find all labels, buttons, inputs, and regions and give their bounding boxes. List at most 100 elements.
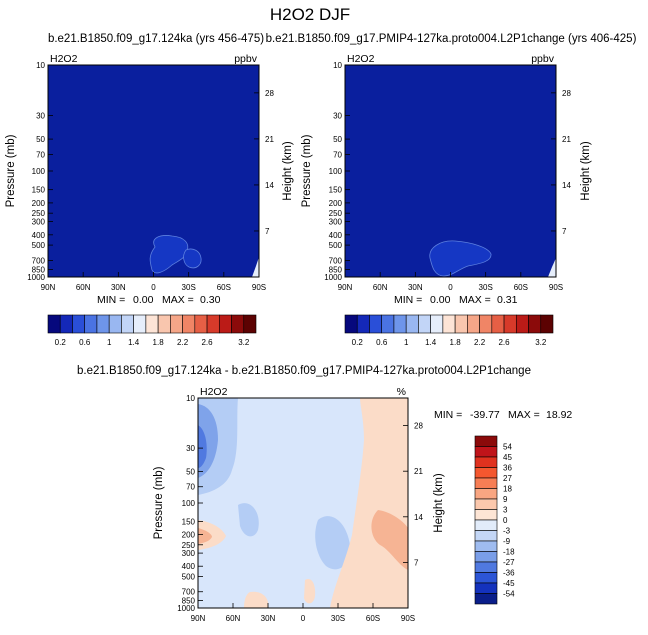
- colorbar-swatch: [474, 530, 498, 542]
- y-tick-label: 50: [36, 135, 45, 144]
- y-tick-label: 250: [182, 541, 196, 550]
- colorbar-label: 0.2: [55, 338, 67, 347]
- colorbar-label: 2.2: [474, 338, 486, 347]
- y-tick-label: 300: [182, 549, 196, 558]
- colorbar-swatch: [474, 551, 498, 563]
- corner-variable: H2O2: [50, 53, 78, 65]
- colorbar-swatch: [474, 435, 498, 447]
- field-contour-pink: [244, 591, 269, 608]
- colorbar-swatch: [474, 498, 498, 510]
- colorbar-label: -3: [503, 527, 511, 536]
- y-tick-label: 200: [182, 531, 196, 540]
- colorbar-swatch: [344, 314, 358, 334]
- x-tick-label: 30N: [408, 283, 423, 292]
- colorbar-swatch: [474, 572, 498, 584]
- x-tick-label: 60S: [217, 283, 231, 292]
- y-tick-label: 10: [333, 61, 342, 70]
- height-tick-label: 14: [414, 513, 423, 522]
- y-tick-label: 850: [329, 266, 343, 275]
- colorbar-label: 2.6: [498, 338, 510, 347]
- height-tick-label: 21: [562, 135, 571, 144]
- right-axis-label: Height (km): [433, 473, 445, 533]
- colorbar-swatch: [121, 314, 134, 334]
- x-tick-label: 60N: [373, 283, 388, 292]
- y-tick-label: 1000: [27, 273, 45, 282]
- y-tick-label: 100: [329, 167, 343, 176]
- x-tick-label: 0: [448, 283, 453, 292]
- colorbar-swatch: [418, 314, 431, 334]
- colorbar-swatch: [479, 314, 493, 334]
- x-ticks: 90N 60N 30N 0 30S 60S 90S: [191, 603, 415, 623]
- colorbar-label: 36: [503, 464, 512, 473]
- x-tick-label: 60N: [76, 283, 91, 292]
- y-tick-label: 1000: [177, 604, 195, 613]
- y-tick-label: 500: [32, 241, 46, 250]
- colorbar-swatch: [474, 477, 498, 489]
- colorbar-label: -54: [503, 590, 515, 599]
- height-ticks: 28 21 14 7: [403, 422, 423, 567]
- right-axis-label: Height (km): [580, 141, 592, 201]
- colorbar-label: 2.6: [201, 338, 213, 347]
- corner-units: ppbv: [531, 53, 555, 65]
- y-tick-label: 70: [333, 151, 342, 160]
- y-tick-label: 100: [182, 499, 196, 508]
- colorbar-swatch: [108, 314, 122, 334]
- colorbar-swatch: [503, 314, 517, 334]
- colorbar-swatch: [231, 314, 245, 334]
- colorbar-label: 1.8: [153, 338, 165, 347]
- y-tick-label: 50: [333, 135, 342, 144]
- y-tick-label: 200: [329, 199, 343, 208]
- colorbar-swatch: [540, 314, 554, 334]
- height-tick-label: 7: [265, 227, 270, 236]
- colorbar-label: 45: [503, 453, 512, 462]
- colorbar-swatch: [442, 314, 456, 334]
- colorbar-swatch: [59, 314, 73, 334]
- field-contour-blue: [238, 503, 259, 537]
- colorbar-swatch: [369, 314, 383, 334]
- y-tick-label: 700: [182, 588, 196, 597]
- y-tick-label: 250: [329, 209, 343, 218]
- x-tick-label: 30S: [479, 283, 493, 292]
- colorbar-swatch: [96, 314, 110, 334]
- colorbar-swatch: [474, 561, 498, 573]
- colorbar-label: -45: [503, 579, 515, 588]
- colorbar-swatch: [182, 314, 196, 334]
- colorbar-swatch: [491, 314, 505, 334]
- y-tick-label: 700: [329, 257, 343, 266]
- corner-variable: H2O2: [347, 53, 375, 65]
- right-axis-label: Height (km): [282, 141, 294, 201]
- panel-title: b.e21.B1850.f09_g17.124ka - b.e21.B1850.…: [77, 365, 531, 377]
- colorbar-swatch: [72, 314, 86, 334]
- y-tick-label: 50: [186, 467, 195, 476]
- height-tick-label: 14: [265, 181, 274, 190]
- y-tick-label: 300: [32, 218, 46, 227]
- y-axis-label: Pressure (mb): [5, 134, 17, 207]
- plot-area: [48, 65, 259, 277]
- colorbar-label: 1.4: [128, 338, 140, 347]
- stats-max-label: MAX =: [459, 294, 491, 306]
- field-edge: [548, 258, 556, 277]
- height-ticks: 28 21 14 7: [254, 89, 274, 236]
- x-tick-label: 0: [301, 614, 306, 623]
- y-tick-label: 400: [182, 562, 196, 571]
- y-tick-label: 70: [186, 483, 195, 492]
- colorbar-swatch: [515, 314, 529, 334]
- field-contour-blue: [198, 425, 207, 468]
- x-tick-label: 60S: [514, 283, 528, 292]
- colorbar: 0.2 0.6 1 1.4 1.8 2.2 2.6 3.2: [47, 314, 257, 347]
- height-tick-label: 7: [562, 227, 567, 236]
- colorbar-label: 3.2: [238, 338, 250, 347]
- y-tick-label: 500: [182, 572, 196, 581]
- x-tick-label: 60S: [366, 614, 380, 623]
- stats-max-value: 0.31: [497, 294, 518, 306]
- colorbar-label: 0.2: [352, 338, 364, 347]
- colorbar-label: -9: [503, 537, 511, 546]
- y-tick-label: 30: [36, 112, 45, 121]
- colorbar-swatch: [405, 314, 419, 334]
- x-tick-label: 90S: [401, 614, 415, 623]
- y-tick-label: 300: [329, 218, 343, 227]
- y-tick-label: 70: [36, 151, 45, 160]
- colorbar-swatch: [170, 314, 183, 334]
- height-tick-label: 28: [562, 89, 571, 98]
